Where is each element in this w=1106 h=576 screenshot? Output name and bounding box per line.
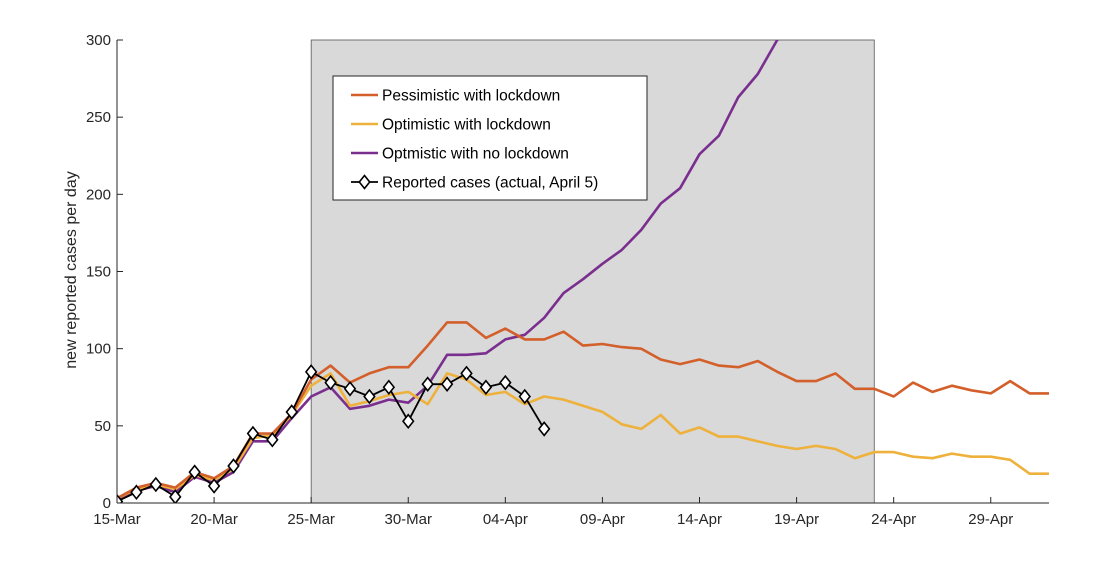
y-tick-label: 150: [86, 264, 111, 281]
legend: Pessimistic with lockdown Optimistic with…: [332, 75, 648, 201]
data-point-marker: [324, 374, 337, 391]
data-point-marker: [479, 379, 493, 396]
data-point-marker: [266, 431, 279, 448]
data-point-marker: [285, 404, 298, 420]
legend-label: Optimistic with lockdown: [382, 117, 551, 134]
y-tick-label: 0: [103, 495, 111, 512]
y-tick-label: 50: [94, 418, 111, 435]
x-tick-label: 19-Apr: [774, 511, 819, 528]
legend-label: Optmistic with no lockdown: [382, 146, 569, 163]
x-tick-label: 25-Mar: [287, 511, 335, 528]
data-point-marker: [117, 493, 124, 503]
data-point-marker: [169, 489, 182, 503]
data-point-marker: [188, 464, 201, 480]
data-point-marker: [304, 364, 318, 380]
x-tick-label: 30-Mar: [384, 511, 432, 528]
legend-item: Pessimistic with lockdown: [351, 88, 560, 105]
x-tick-label: 24-Apr: [871, 511, 916, 528]
data-point-marker: [227, 458, 240, 474]
data-point-marker: [382, 379, 396, 396]
y-tick-label: 300: [86, 32, 111, 49]
data-point-marker: [421, 376, 434, 392]
data-point-marker: [460, 365, 473, 382]
data-point-marker: [246, 425, 260, 442]
data-point-marker: [440, 376, 454, 392]
legend-marker: [358, 174, 371, 190]
data-point-marker: [149, 476, 163, 493]
y-axis-label: new reported cases per day: [63, 171, 80, 368]
data-point-marker: [363, 388, 376, 405]
legend-box: [332, 75, 648, 201]
axes: 0 50 100 150 200 250 300 15-Mar 20-Mar 25-Mar 30-M…: [86, 32, 1049, 528]
data-point-marker: [518, 388, 531, 405]
data-point-marker: [499, 374, 512, 391]
y-tick-label: 100: [86, 341, 111, 358]
series-2: [117, 40, 780, 502]
y-tick-label: 250: [86, 109, 111, 126]
legend-item: Optmistic with no lockdown: [351, 146, 569, 163]
y-tick-label: 200: [86, 186, 111, 203]
x-tick-label: 29-Apr: [968, 511, 1013, 528]
data-point-marker: [207, 478, 221, 494]
x-tick-label: 04-Apr: [483, 511, 528, 528]
legend-item: Optimistic with lockdown: [351, 117, 551, 134]
legend-item: Reported cases (actual, April 5): [351, 174, 598, 192]
x-tick-label: 15-Mar: [93, 511, 141, 528]
data-point-marker: [537, 421, 551, 437]
series-3: [117, 364, 551, 503]
legend-label: Reported cases (actual, April 5): [382, 175, 598, 192]
x-tick-label: 14-Apr: [677, 511, 722, 528]
series-line: [117, 40, 780, 502]
data-point-marker: [402, 413, 415, 429]
legend-label: Pessimistic with lockdown: [382, 88, 560, 105]
data-point-marker: [343, 381, 357, 397]
x-tick-label: 09-Apr: [580, 511, 625, 528]
data-point-marker: [130, 484, 143, 500]
x-tick-label: 20-Mar: [190, 511, 238, 528]
